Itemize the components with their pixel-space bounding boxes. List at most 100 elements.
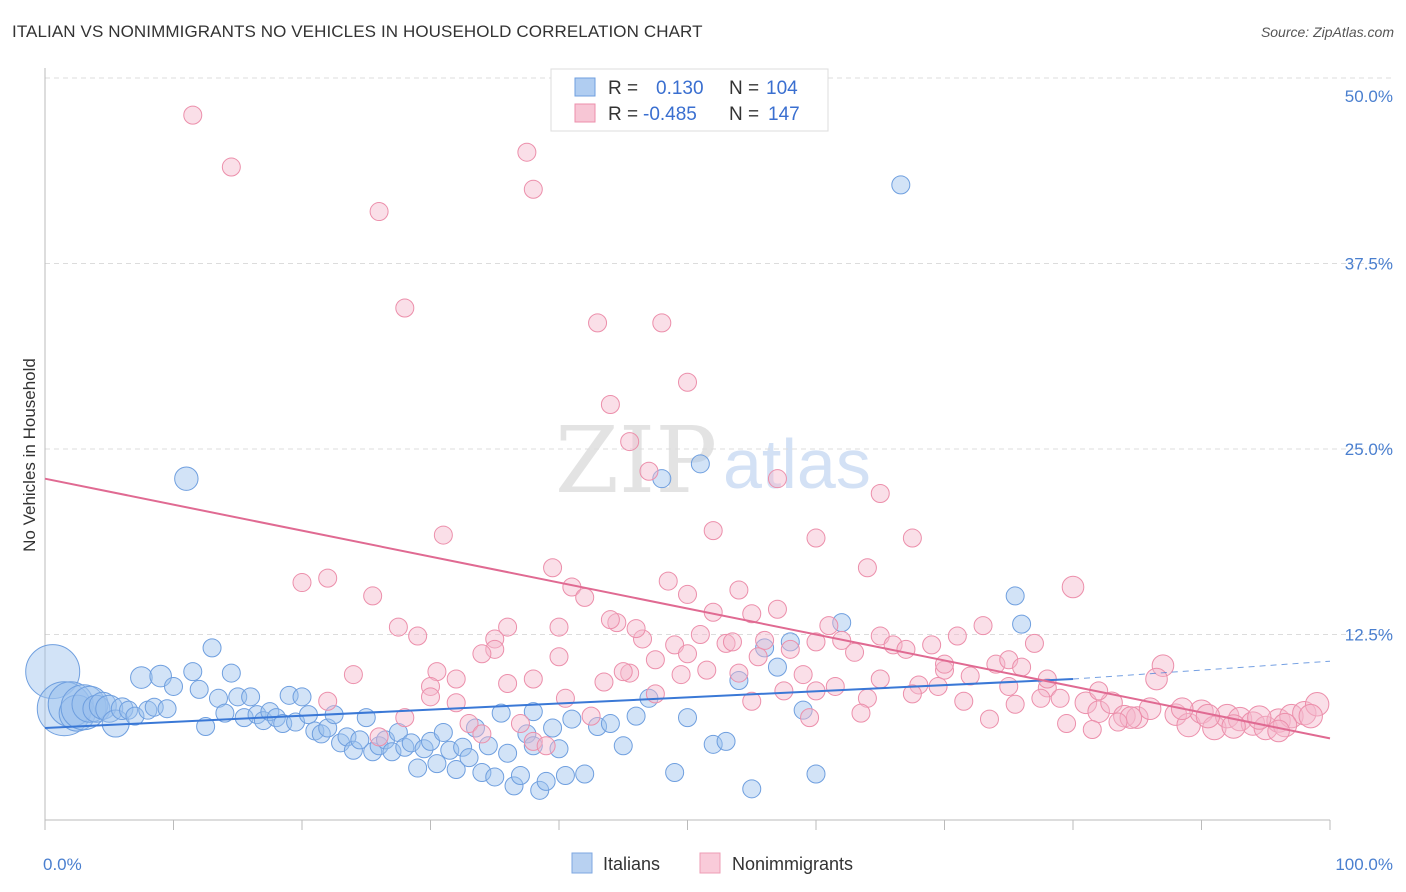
nonimmigrants-point-18: [870, 484, 890, 504]
nonimmigrants-point-137: [523, 669, 543, 689]
italians-point-25: [215, 703, 235, 723]
nonimmigrants-point-49: [729, 663, 749, 683]
italians-point-26: [221, 663, 241, 683]
nonimmigrants-point-136: [549, 647, 569, 667]
italians-point-56: [414, 739, 434, 759]
italians-trend-extension: [1072, 660, 1331, 680]
nonimmigrants-point-28: [472, 724, 492, 744]
italians-point-58: [427, 754, 447, 774]
nonimmigrants-point-135: [575, 587, 595, 607]
nonimmigrants-point-133: [626, 619, 646, 639]
italians-point-100: [891, 175, 911, 195]
italians-point-23: [202, 638, 222, 658]
nonimmigrants-point-45: [678, 584, 697, 604]
nonimmigrants-point-43: [658, 571, 678, 591]
nonimmigrants-point-5: [517, 142, 537, 162]
nonimmigrants-point-74: [1050, 688, 1070, 708]
nonimmigrants-point-97: [549, 617, 569, 637]
legend-n-label-italians: N =: [729, 78, 759, 99]
nonimmigrants-point-77: [1087, 700, 1110, 723]
italians-point-98: [806, 764, 826, 784]
italians-point-101: [1005, 586, 1025, 606]
italians-point-102: [1012, 614, 1032, 634]
nonimmigrants-point-7: [588, 313, 608, 333]
italians-point-80: [575, 764, 595, 784]
nonimmigrants-point-19: [902, 528, 922, 548]
series-swatch-nonimmigrants: [699, 852, 721, 874]
italians-point-69: [498, 743, 518, 763]
italians-point-29: [241, 687, 261, 707]
italians-point-20: [183, 662, 203, 682]
nonimmigrants-point-27: [459, 714, 479, 734]
axes: [44, 68, 1331, 830]
italians-point-68: [491, 703, 511, 723]
nonimmigrants-point-69: [986, 654, 1006, 674]
italians-point-79: [562, 709, 582, 729]
nonimmigrants-point-126: [800, 708, 820, 728]
series-label-italians: Italians: [603, 854, 660, 874]
nonimmigrants-point-72: [1024, 633, 1044, 653]
nonimmigrants-point-24: [408, 626, 428, 646]
nonimmigrants-point-42: [645, 650, 665, 670]
italians-point-19: [174, 466, 199, 491]
nonimmigrants-point-115: [1108, 712, 1128, 732]
italians-point-93: [742, 779, 762, 799]
legend-r-label-italians: R =: [608, 78, 638, 99]
italians-point-55: [408, 758, 428, 778]
nonimmigrants-point-22: [363, 586, 383, 606]
nonimmigrants-point-82: [1151, 654, 1175, 677]
series-label-nonimmigrants: Nonimmigrants: [732, 854, 853, 874]
nonimmigrants-point-88: [1227, 706, 1253, 732]
italians-point-83: [613, 736, 633, 756]
nonimmigrants-point-15: [767, 469, 787, 489]
italians-point-65: [472, 763, 492, 783]
nonimmigrants-point-114: [1298, 703, 1323, 729]
nonimmigrants-point-119: [1005, 694, 1025, 714]
legend-n-value-nonimmigrants: 147: [768, 104, 800, 125]
nonimmigrants-point-52: [767, 599, 787, 619]
italians-point-71: [510, 765, 530, 785]
watermark: ZIP atlas: [555, 407, 871, 514]
nonimmigrants-point-96: [485, 639, 505, 659]
nonimmigrants-point-4: [433, 525, 453, 545]
nonimmigrants-point-76: [1074, 691, 1098, 715]
italians-point-72: [517, 724, 537, 744]
series-swatch-italians: [571, 852, 593, 874]
italians-point-4: [60, 684, 107, 731]
nonimmigrants-point-20: [292, 573, 312, 593]
chart-title: ITALIAN VS NONIMMIGRANTS NO VEHICLES IN …: [12, 22, 703, 41]
x-tick-label-0: 0.0%: [43, 855, 82, 874]
nonimmigrants-point-38: [594, 672, 614, 692]
nonimmigrants-point-98: [613, 662, 633, 682]
italians-point-8: [95, 694, 124, 723]
nonimmigrants-point-118: [1031, 688, 1051, 708]
italians-point-17: [157, 699, 177, 719]
series-legend: Italians Nonimmigrants: [571, 852, 853, 874]
nonimmigrants-points: [183, 105, 1330, 756]
italians-point-87: [665, 763, 685, 783]
italians-point-62: [453, 737, 473, 757]
nonimmigrants-point-107: [1119, 706, 1143, 729]
nonimmigrants-point-48: [716, 633, 736, 653]
nonimmigrants-point-134: [600, 610, 620, 630]
nonimmigrants-point-140: [446, 669, 466, 689]
nonimmigrants-point-31: [510, 714, 530, 734]
italians-point-75: [536, 771, 556, 791]
nonimmigrants-point-32: [523, 731, 543, 751]
italians-point-89: [690, 454, 710, 474]
nonimmigrants-point-143: [369, 727, 389, 747]
legend-swatch-italians: [574, 77, 596, 97]
italians-point-12: [125, 706, 145, 726]
italians-point-54: [401, 733, 421, 753]
italians-point-70: [504, 776, 524, 796]
nonimmigrants-point-29: [485, 629, 505, 649]
nonimmigrants-point-116: [1082, 719, 1102, 739]
italians-point-81: [588, 717, 608, 737]
nonimmigrants-point-144: [343, 665, 363, 685]
stats-legend: R = 0.130 N = 104 R = -0.485 N = 147: [550, 68, 829, 132]
watermark-zip: ZIP: [555, 407, 717, 514]
italians-point-46: [350, 730, 370, 750]
legend-n-value-italians: 104: [766, 78, 798, 99]
italians-point-95: [767, 657, 787, 677]
nonimmigrants-point-131: [671, 665, 691, 685]
